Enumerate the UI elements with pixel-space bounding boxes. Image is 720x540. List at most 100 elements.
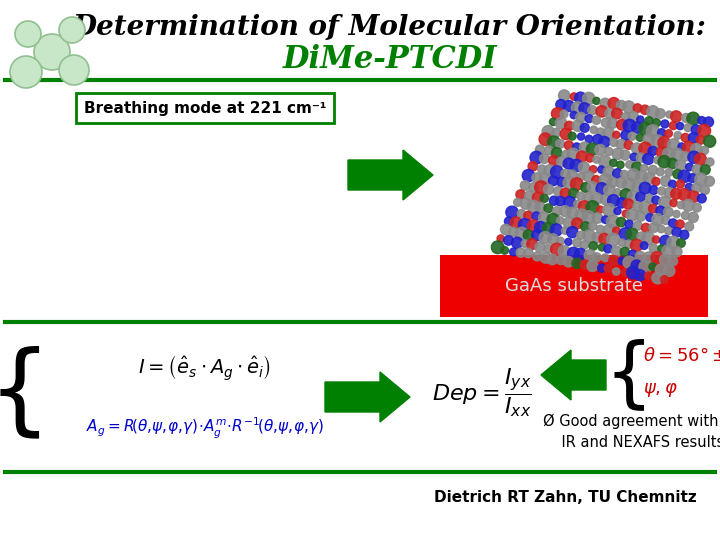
Circle shape: [567, 170, 577, 180]
Circle shape: [665, 187, 675, 198]
Circle shape: [665, 130, 672, 137]
Circle shape: [497, 235, 504, 242]
Circle shape: [608, 195, 619, 207]
Circle shape: [616, 218, 626, 227]
Circle shape: [658, 245, 665, 252]
Circle shape: [570, 93, 577, 100]
Circle shape: [701, 165, 710, 174]
Circle shape: [539, 232, 552, 244]
Circle shape: [676, 123, 684, 130]
Circle shape: [649, 186, 658, 194]
Circle shape: [616, 198, 626, 208]
Text: $I = \left(\hat{e}_s \cdot A_g \cdot \hat{e}_i\right)$: $I = \left(\hat{e}_s \cdot A_g \cdot \ha…: [138, 353, 271, 383]
Circle shape: [527, 239, 537, 249]
Circle shape: [668, 180, 677, 188]
Circle shape: [549, 196, 559, 205]
Circle shape: [633, 104, 642, 112]
Circle shape: [593, 97, 600, 104]
Circle shape: [590, 166, 597, 173]
Circle shape: [648, 165, 657, 174]
Circle shape: [676, 180, 685, 188]
Circle shape: [687, 112, 700, 125]
Circle shape: [562, 227, 569, 234]
Circle shape: [577, 231, 585, 239]
FancyArrow shape: [325, 372, 410, 422]
Circle shape: [624, 240, 633, 248]
Circle shape: [521, 181, 530, 190]
Circle shape: [660, 235, 671, 246]
Circle shape: [589, 242, 598, 250]
Circle shape: [633, 202, 642, 211]
Circle shape: [583, 230, 595, 242]
Circle shape: [658, 137, 670, 149]
Circle shape: [608, 98, 620, 109]
Circle shape: [532, 192, 544, 203]
Circle shape: [578, 162, 590, 173]
Circle shape: [516, 190, 525, 199]
Text: Dietrich RT Zahn, TU Chemnitz: Dietrich RT Zahn, TU Chemnitz: [433, 490, 696, 505]
Circle shape: [565, 238, 572, 245]
Circle shape: [598, 264, 606, 272]
Circle shape: [634, 269, 646, 281]
Circle shape: [576, 112, 586, 123]
Circle shape: [535, 181, 548, 194]
Circle shape: [642, 224, 650, 232]
Circle shape: [577, 151, 588, 162]
Circle shape: [544, 146, 554, 155]
Circle shape: [648, 146, 657, 156]
Circle shape: [623, 256, 636, 268]
Circle shape: [644, 117, 653, 125]
Circle shape: [557, 217, 564, 224]
Circle shape: [652, 178, 660, 186]
Circle shape: [577, 192, 585, 200]
Circle shape: [592, 253, 601, 262]
Circle shape: [664, 265, 675, 276]
Text: $\theta = 56° \pm 4°;$: $\theta = 56° \pm 4°;$: [643, 345, 720, 365]
Circle shape: [695, 153, 706, 165]
Circle shape: [636, 192, 645, 201]
Text: $\psi, \varphi$: $\psi, \varphi$: [643, 381, 678, 399]
Circle shape: [688, 151, 700, 163]
Circle shape: [704, 176, 714, 186]
Circle shape: [688, 191, 699, 202]
Circle shape: [665, 168, 673, 176]
Circle shape: [678, 201, 685, 208]
Circle shape: [590, 193, 603, 205]
Circle shape: [559, 206, 570, 217]
Circle shape: [696, 136, 705, 144]
Circle shape: [631, 260, 642, 271]
Circle shape: [621, 170, 628, 178]
Circle shape: [600, 98, 611, 109]
Circle shape: [577, 173, 585, 180]
Circle shape: [654, 157, 661, 164]
Circle shape: [626, 161, 634, 168]
Circle shape: [527, 200, 540, 213]
Circle shape: [563, 217, 576, 230]
Circle shape: [557, 255, 565, 265]
Circle shape: [592, 176, 600, 184]
Circle shape: [580, 183, 590, 192]
Circle shape: [522, 170, 534, 182]
Circle shape: [604, 265, 612, 272]
Circle shape: [660, 254, 670, 265]
Circle shape: [580, 123, 589, 132]
Circle shape: [536, 145, 544, 154]
Circle shape: [559, 90, 570, 101]
Circle shape: [611, 109, 622, 119]
Circle shape: [613, 131, 620, 139]
Circle shape: [491, 241, 504, 254]
Circle shape: [542, 126, 554, 138]
Circle shape: [682, 113, 690, 122]
Circle shape: [603, 166, 614, 177]
Circle shape: [613, 168, 622, 178]
Circle shape: [649, 204, 657, 213]
Circle shape: [593, 116, 600, 124]
Circle shape: [528, 183, 538, 192]
Circle shape: [575, 248, 586, 260]
Circle shape: [605, 109, 614, 118]
Circle shape: [567, 226, 578, 238]
Circle shape: [510, 217, 522, 228]
Circle shape: [548, 234, 559, 245]
Circle shape: [675, 160, 686, 171]
Circle shape: [656, 109, 665, 118]
